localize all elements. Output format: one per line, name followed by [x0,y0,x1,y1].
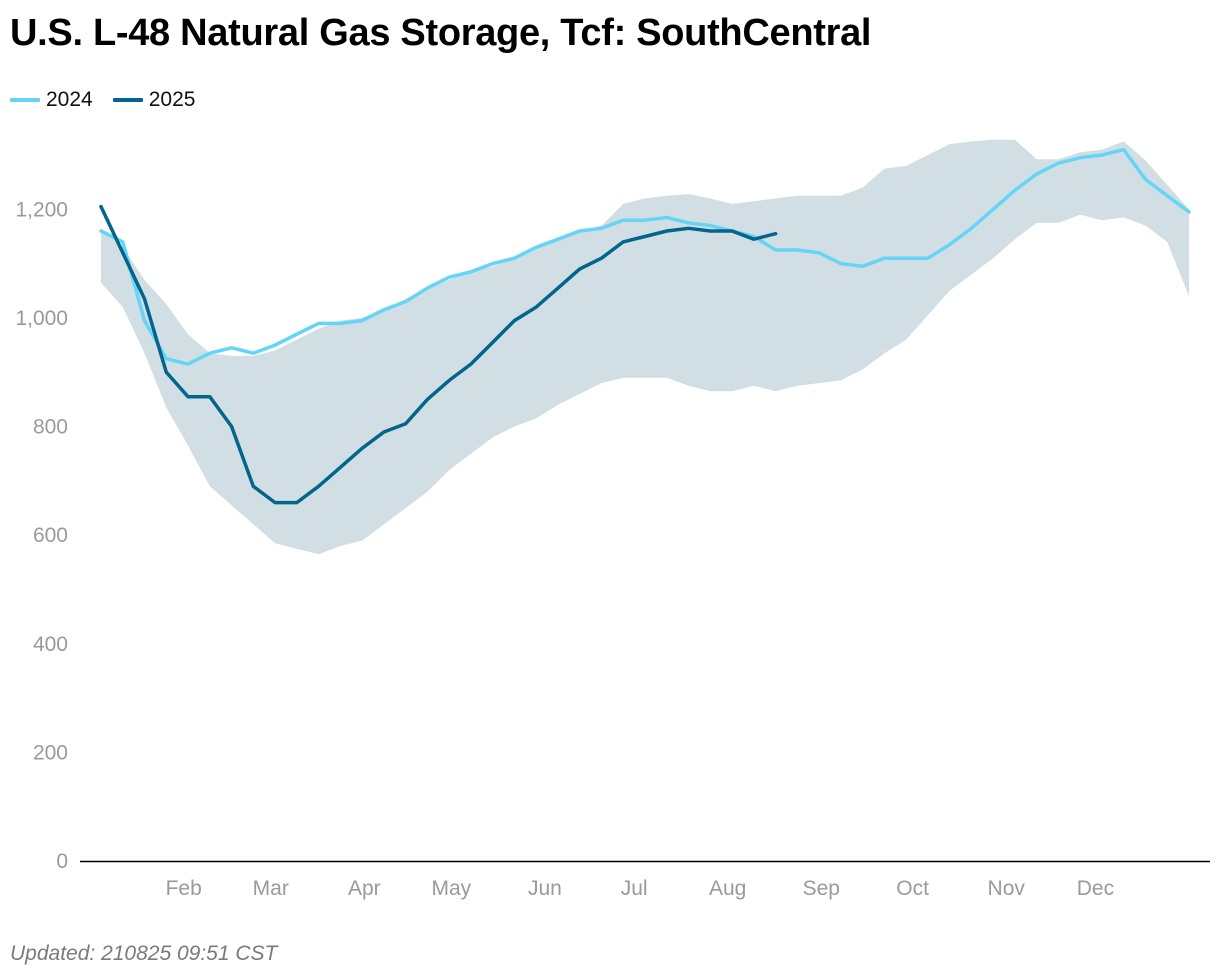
legend-item-2025[interactable]: 2025 [112,88,196,112]
x-tick-label: Apr [348,877,381,900]
y-tick-label: 0 [56,850,68,873]
x-tick-label: Feb [166,877,202,900]
updated-note: Updated: 210825 09:51 CST [10,942,278,965]
legend-swatch-2025 [112,98,143,102]
y-tick-label: 1,200 [15,198,68,221]
series-line-2024 [99,147,1191,366]
y-tick-label: 200 [33,741,68,764]
x-tick-label: Jul [621,877,648,900]
legend-label-2024: 2024 [46,88,93,111]
series-line-2025 [99,204,778,505]
y-tick-label: 600 [33,524,68,547]
x-tick-label: Dec [1077,877,1114,900]
x-tick-label: Aug [709,877,746,900]
x-tick-label: Mar [253,877,289,900]
legend-item-2024[interactable]: 2024 [10,88,93,112]
chart-title: U.S. L-48 Natural Gas Storage, Tcf: Sout… [10,12,872,54]
x-tick-label: Sep [803,877,840,900]
y-tick-label: 800 [33,416,68,439]
x-tick-label: May [431,877,471,900]
x-tick-label: Oct [896,877,929,900]
range-band [101,139,1189,555]
legend-label-2025: 2025 [148,88,196,111]
x-tick-label: Nov [988,877,1026,900]
legend-swatch-2024 [10,98,40,102]
x-tick-label: Jun [528,877,562,900]
legend: 2024 2025 [10,88,215,112]
y-tick-label: 400 [33,633,68,656]
y-tick-label: 1,000 [15,307,68,330]
